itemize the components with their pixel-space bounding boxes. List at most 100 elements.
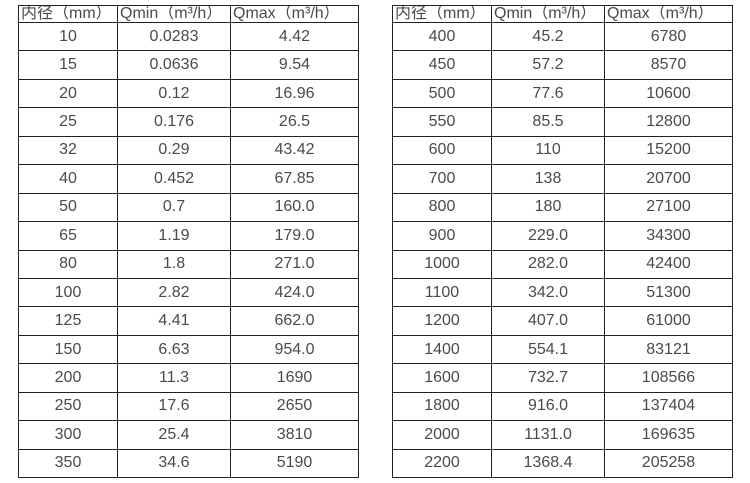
diameter-cell: 1200 [392,306,492,336]
qmin-cell: 0.29 [117,135,231,166]
header-qmax: Qmax（m³/h） [230,5,359,23]
diameter-cell: 800 [392,192,492,223]
qmax-cell: 954.0 [230,334,359,365]
qmin-cell: 180 [491,192,605,223]
diameter-cell: 1400 [392,334,492,365]
table-row: 80 1.8 271.0 [18,249,359,279]
diameter-cell: 2200 [392,448,492,479]
qmin-cell: 4.41 [117,306,231,336]
table-row: 600 110 15200 [392,135,733,166]
diameter-cell: 1000 [392,249,492,279]
flow-table-small-diameters: 内径（mm） Qmin（m³/h） Qmax（m³/h） 10 0.0283 4.4… [18,5,359,479]
diameter-cell: 1100 [392,277,492,308]
qmin-cell: 1.8 [117,249,231,279]
table-row: 400 45.2 6780 [392,21,733,52]
table-row: 500 77.6 10600 [392,78,733,109]
qmin-cell: 732.7 [491,363,605,393]
diameter-cell: 500 [392,78,492,109]
table-row: 1200 407.0 61000 [392,306,733,336]
qmin-cell: 138 [491,164,605,194]
qmax-cell: 15200 [604,135,733,166]
qmax-cell: 16.96 [230,78,359,109]
qmax-cell: 83121 [604,334,733,365]
table-row: 32 0.29 43.42 [18,135,359,166]
qmin-cell: 17.6 [117,391,231,422]
table-row: 1400 554.1 83121 [392,334,733,365]
diameter-cell: 2000 [392,420,492,450]
qmax-cell: 27100 [604,192,733,223]
qmin-cell: 77.6 [491,78,605,109]
table-row: 15 0.0636 9.54 [18,50,359,80]
qmax-cell: 51300 [604,277,733,308]
qmin-cell: 57.2 [491,50,605,80]
qmax-cell: 1690 [230,363,359,393]
header-qmin: Qmin（m³/h） [491,5,605,23]
qmax-cell: 42400 [604,249,733,279]
qmax-cell: 67.85 [230,164,359,194]
qmin-cell: 407.0 [491,306,605,336]
table-row: 1800 916.0 137404 [392,391,733,422]
diameter-cell: 700 [392,164,492,194]
qmax-cell: 61000 [604,306,733,336]
qmax-cell: 108566 [604,363,733,393]
table-row: 1600 732.7 108566 [392,363,733,393]
qmin-cell: 2.82 [117,277,231,308]
diameter-cell: 100 [18,277,118,308]
diameter-cell: 80 [18,249,118,279]
qmax-cell: 5190 [230,448,359,479]
qmax-cell: 10600 [604,78,733,109]
table-row: 2000 1131.0 169635 [392,420,733,450]
qmax-cell: 8570 [604,50,733,80]
qmin-cell: 11.3 [117,363,231,393]
qmax-cell: 4.42 [230,21,359,52]
qmin-cell: 6.63 [117,334,231,365]
header-diameter: 内径（mm） [18,5,118,23]
qmax-cell: 2650 [230,391,359,422]
table-row: 800 180 27100 [392,192,733,223]
qmin-cell: 1.19 [117,221,231,251]
diameter-cell: 150 [18,334,118,365]
diameter-cell: 1600 [392,363,492,393]
diameter-cell: 400 [392,21,492,52]
table-row: 300 25.4 3810 [18,420,359,450]
header-diameter: 内径（mm） [392,5,492,23]
diameter-cell: 550 [392,107,492,137]
diameter-cell: 15 [18,50,118,80]
table-row: 125 4.41 662.0 [18,306,359,336]
table-row: 20 0.12 16.96 [18,78,359,109]
qmax-cell: 662.0 [230,306,359,336]
qmax-cell: 20700 [604,164,733,194]
diameter-cell: 1800 [392,391,492,422]
diameter-cell: 600 [392,135,492,166]
qmin-cell: 0.452 [117,164,231,194]
flow-table-large-diameters: 内径（mm） Qmin（m³/h） Qmax（m³/h） 400 45.2 6780… [392,5,733,479]
qmin-cell: 45.2 [491,21,605,52]
table-row: 25 0.176 26.5 [18,107,359,137]
qmin-cell: 0.0283 [117,21,231,52]
qmin-cell: 0.0636 [117,50,231,80]
header-row: 内径（mm） Qmin（m³/h） Qmax（m³/h） [18,5,359,23]
qmax-cell: 160.0 [230,192,359,223]
table-row: 65 1.19 179.0 [18,221,359,251]
header-qmax: Qmax（m³/h） [604,5,733,23]
qmin-cell: 110 [491,135,605,166]
qmin-cell: 1368.4 [491,448,605,479]
diameter-cell: 125 [18,306,118,336]
qmax-cell: 12800 [604,107,733,137]
qmin-cell: 229.0 [491,221,605,251]
diameter-cell: 350 [18,448,118,479]
qmin-cell: 0.12 [117,78,231,109]
table-row: 1100 342.0 51300 [392,277,733,308]
diameter-cell: 300 [18,420,118,450]
qmax-cell: 169635 [604,420,733,450]
table-row: 900 229.0 34300 [392,221,733,251]
diameter-cell: 10 [18,21,118,52]
qmin-cell: 282.0 [491,249,605,279]
table-row: 100 2.82 424.0 [18,277,359,308]
table-row: 1000 282.0 42400 [392,249,733,279]
qmin-cell: 0.176 [117,107,231,137]
header-qmin: Qmin（m³/h） [117,5,231,23]
diameter-cell: 900 [392,221,492,251]
qmax-cell: 6780 [604,21,733,52]
